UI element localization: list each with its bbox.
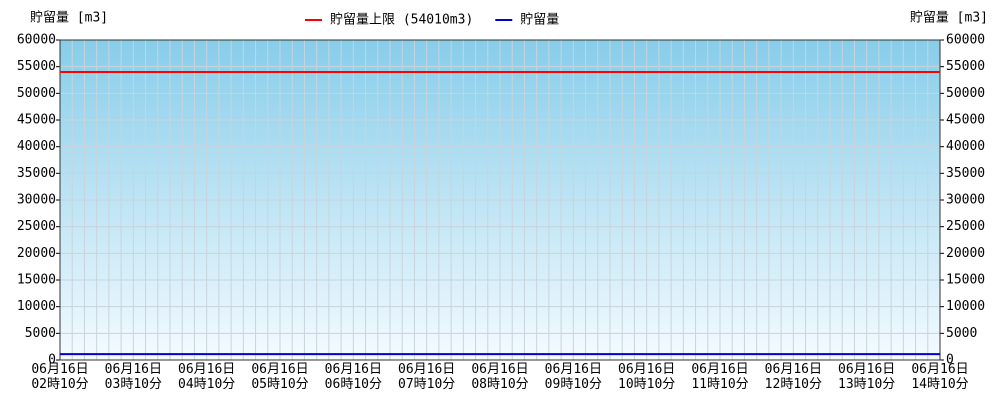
y2-tick-label: 30000 [946,193,985,208]
y2-tick-label: 50000 [946,86,985,101]
y2-tick-label: 25000 [946,219,985,234]
x-tick-label: 06月16日 05時10分 [251,362,309,392]
x-tick-label: 06月16日 09時10分 [544,362,602,392]
y-tick-label: 20000 [17,246,56,261]
y-tick-label: 35000 [17,166,56,181]
y2-tick-label: 15000 [946,273,985,288]
y2-tick-label: 45000 [946,113,985,128]
y2-axis-label: 貯留量 [m3] [910,11,988,26]
legend-label: 貯留量 [520,13,559,28]
x-tick-label: 06月16日 07時10分 [398,362,456,392]
y-axis-label: 貯留量 [m3] [30,11,108,26]
y-tick-label: 50000 [17,86,56,101]
y-tick-label: 10000 [17,299,56,314]
x-tick-label: 06月16日 10時10分 [618,362,676,392]
y2-tick-label: 20000 [946,246,985,261]
y-tick-label: 0 [48,353,56,368]
y2-tick-label: 35000 [946,166,985,181]
plot-border [59,39,941,361]
y-tick-label: 55000 [17,59,56,74]
y-tick-label: 15000 [17,273,56,288]
x-tick-label: 06月16日 11時10分 [691,362,749,392]
x-tick-label: 06月16日 08時10分 [471,362,529,392]
x-tick-label: 06月16日 13時10分 [838,362,896,392]
legend-label: 貯留量上限 (54010m3) [330,13,473,28]
y-tick-label: 40000 [17,139,56,154]
y-tick-label: 30000 [17,193,56,208]
y-tick-label: 45000 [17,113,56,128]
y2-tick-label: 0 [946,353,954,368]
x-tick-label: 06月16日 02時10分 [31,362,89,392]
x-tick-label: 06月16日 04時10分 [178,362,236,392]
y2-tick-label: 10000 [946,299,985,314]
x-tick-label: 06月16日 12時10分 [764,362,822,392]
y-tick-label: 60000 [17,33,56,48]
y-tick-label: 5000 [25,326,56,341]
x-tick-label: 06月16日 14時10分 [911,362,969,392]
y-tick-label: 25000 [17,219,56,234]
y2-tick-label: 40000 [946,139,985,154]
y2-tick-label: 5000 [946,326,977,341]
x-tick-label: 06月16日 03時10分 [104,362,162,392]
x-tick-label: 06月16日 06時10分 [324,362,382,392]
y2-tick-label: 55000 [946,59,985,74]
y2-tick-label: 60000 [946,33,985,48]
